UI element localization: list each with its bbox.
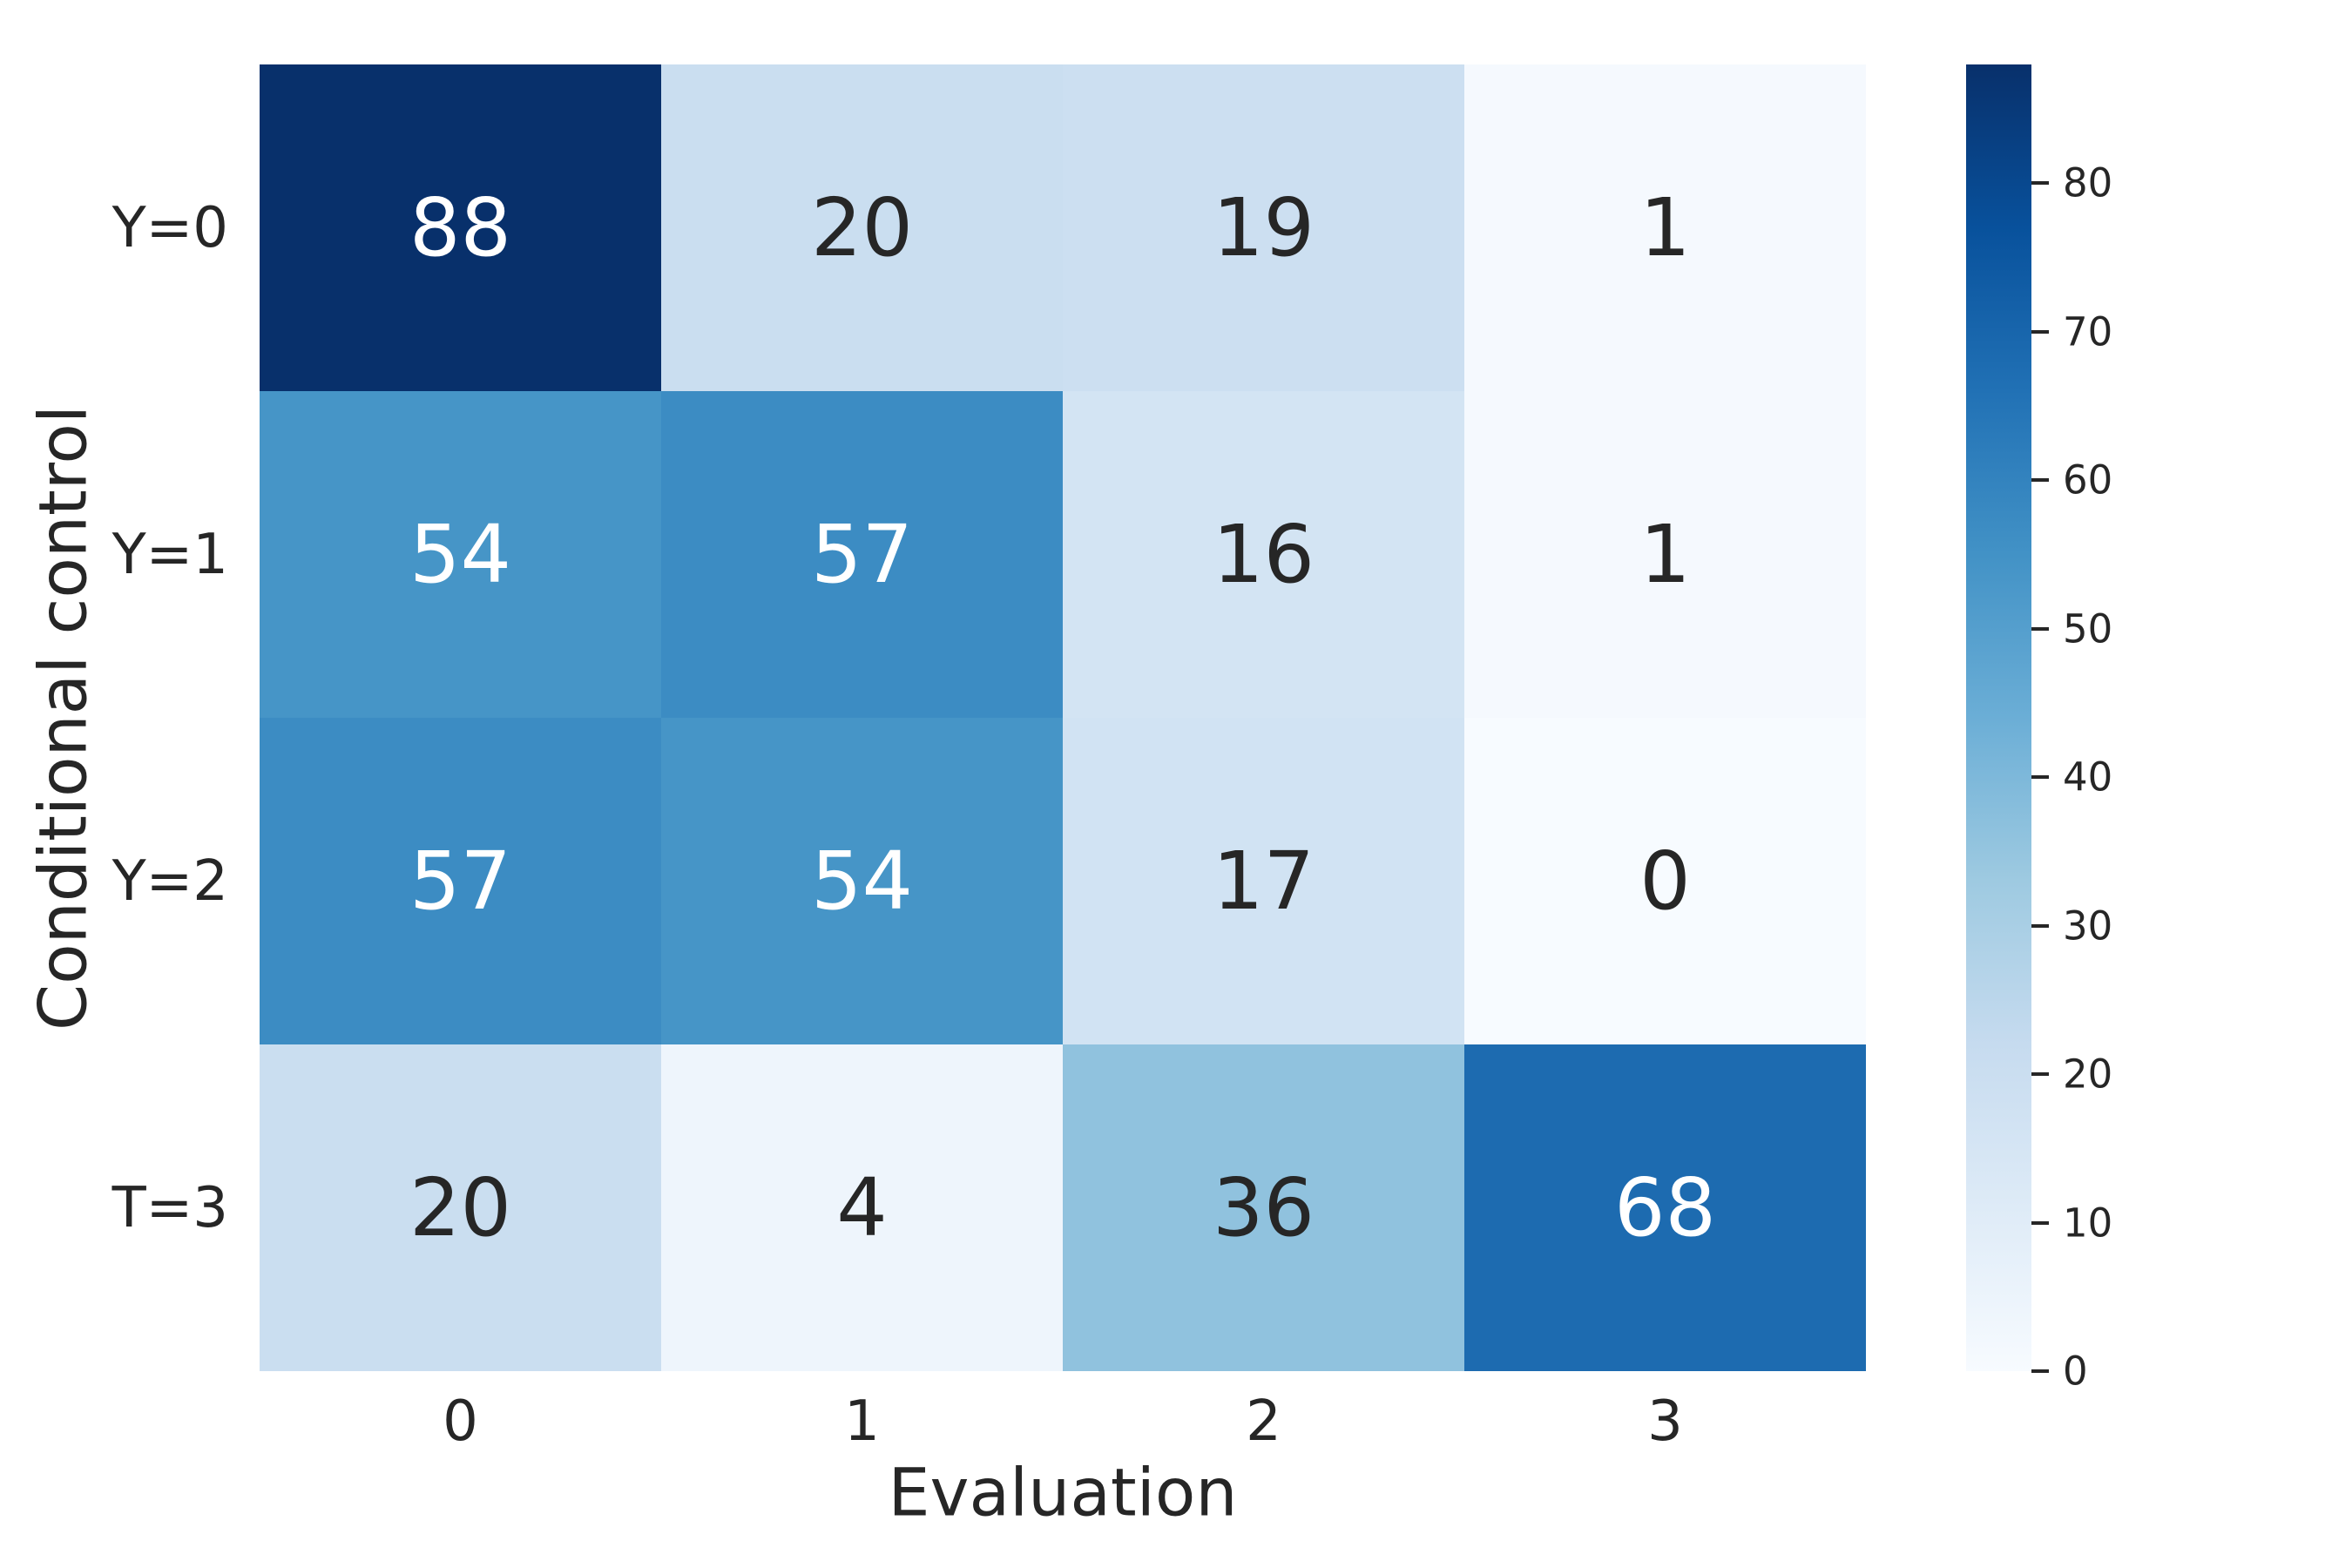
- colorbar-tick-mark: [2031, 478, 2049, 483]
- colorbar-tick-mark: [2031, 181, 2049, 186]
- colorbar-tick-mark: [2031, 923, 2049, 928]
- heatmap-cell: 54: [661, 718, 1063, 1044]
- colorbar: [1966, 64, 2031, 1371]
- heatmap-cell: 36: [1063, 1044, 1464, 1371]
- heatmap-cell: 16: [1063, 391, 1464, 718]
- colorbar-tick-label: 50: [2063, 605, 2113, 652]
- colorbar-tick-mark: [2031, 329, 2049, 334]
- colorbar-tick-mark: [2031, 775, 2049, 780]
- heatmap-cell: 57: [260, 718, 661, 1044]
- colorbar-tick-mark: [2031, 1369, 2049, 1373]
- x-axis-title: Evaluation: [888, 1453, 1238, 1531]
- colorbar-tick-label: 20: [2063, 1051, 2113, 1098]
- heatmap-cell: 17: [1063, 718, 1464, 1044]
- heatmap-cell: 54: [260, 391, 661, 718]
- y-tick-label: Y=1: [112, 522, 228, 587]
- heatmap-cell: 4: [661, 1044, 1063, 1371]
- heatmap-cell: 19: [1063, 64, 1464, 391]
- x-tick-label: 1: [844, 1389, 880, 1454]
- heatmap-cell: 88: [260, 64, 661, 391]
- colorbar-tick-label: 10: [2063, 1200, 2113, 1247]
- colorbar-tick-mark: [2031, 626, 2049, 631]
- x-tick-label: 2: [1246, 1389, 1281, 1454]
- x-tick-label: 0: [443, 1389, 478, 1454]
- heatmap-grid: 88 20 19 1 54 57 16 1 57 54 17 0 20 4 36 68: [260, 64, 1866, 1371]
- colorbar-tick-label: 0: [2063, 1348, 2088, 1395]
- colorbar-tick-mark: [2031, 1072, 2049, 1077]
- y-tick-label: Y=0: [112, 195, 228, 260]
- colorbar-tick-label: 80: [2063, 159, 2113, 206]
- heatmap-cell: 57: [661, 391, 1063, 718]
- heatmap-cell: 0: [1464, 718, 1866, 1044]
- colorbar-tick-mark: [2031, 1220, 2049, 1225]
- y-axis-title: Conditional control: [24, 405, 102, 1031]
- colorbar-tick-label: 60: [2063, 456, 2113, 504]
- colorbar-tick-label: 40: [2063, 754, 2113, 801]
- heatmap-cell: 1: [1464, 391, 1866, 718]
- y-tick-label: Y=2: [112, 848, 228, 914]
- heatmap-cell: 20: [661, 64, 1063, 391]
- heatmap-cell: 1: [1464, 64, 1866, 391]
- x-tick-label: 3: [1647, 1389, 1683, 1454]
- colorbar-tick-label: 70: [2063, 308, 2113, 355]
- heatmap-cell: 20: [260, 1044, 661, 1371]
- heatmap-cell: 68: [1464, 1044, 1866, 1371]
- y-tick-label: T=3: [112, 1175, 228, 1240]
- colorbar-tick-label: 30: [2063, 902, 2113, 950]
